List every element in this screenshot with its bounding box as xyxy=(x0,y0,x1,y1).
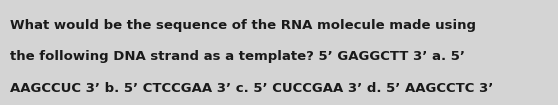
Text: AAGCCUC 3’ b. 5’ CTCCGAA 3’ c. 5’ CUCCGAA 3’ d. 5’ AAGCCTC 3’: AAGCCUC 3’ b. 5’ CTCCGAA 3’ c. 5’ CUCCGA… xyxy=(10,82,493,95)
Text: the following DNA strand as a template? 5’ GAGGCTT 3’ a. 5’: the following DNA strand as a template? … xyxy=(10,50,465,63)
Text: What would be the sequence of the RNA molecule made using: What would be the sequence of the RNA mo… xyxy=(10,19,476,32)
